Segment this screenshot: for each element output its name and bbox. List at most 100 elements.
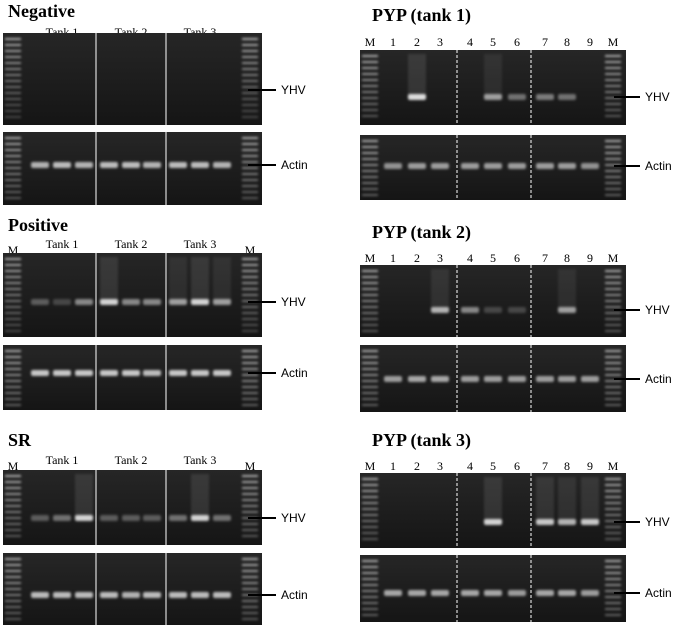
- band: [169, 370, 187, 376]
- band: [191, 515, 209, 521]
- band: [75, 299, 93, 305]
- lane-label: 7: [542, 459, 548, 473]
- band: [75, 162, 93, 168]
- ladder-rung: [242, 264, 258, 266]
- ladder-rung: [5, 475, 21, 477]
- ladder-rung: [5, 306, 21, 308]
- lane-label: 7: [542, 35, 548, 49]
- band: [558, 307, 576, 313]
- ladder-rung: [362, 514, 378, 516]
- ladder-rung: [5, 356, 21, 358]
- ladder-rung: [605, 300, 621, 302]
- band: [53, 299, 71, 305]
- band: [408, 376, 426, 382]
- ladder-rung: [242, 116, 258, 118]
- ladder-rung: [242, 392, 258, 394]
- smear: [169, 257, 187, 302]
- ladder-rung: [605, 282, 621, 284]
- band: [536, 163, 554, 169]
- ladder-rung: [5, 258, 21, 260]
- ladder-rung: [605, 478, 621, 480]
- band: [408, 590, 426, 596]
- ladder-rung: [605, 514, 621, 516]
- ladder-rung: [242, 50, 258, 52]
- ladder-rung: [605, 362, 621, 364]
- band: [191, 299, 209, 305]
- smear: [484, 54, 502, 97]
- band: [431, 163, 449, 169]
- ladder-rung: [5, 185, 21, 187]
- ladder-rung: [5, 116, 21, 118]
- ladder-rung: [242, 529, 258, 531]
- ladder-rung: [362, 164, 378, 166]
- band: [508, 163, 526, 169]
- ladder-rung: [362, 566, 378, 568]
- band: [75, 370, 93, 376]
- band: [461, 307, 479, 313]
- ladder-rung: [242, 570, 258, 572]
- band: [408, 163, 426, 169]
- ladder-rung: [5, 282, 21, 284]
- ladder-rung: [362, 73, 378, 75]
- ladder-rung: [242, 499, 258, 501]
- ladder-rung: [5, 600, 21, 602]
- ladder-rung: [605, 496, 621, 498]
- ladder-rung: [605, 194, 621, 196]
- band: [581, 590, 599, 596]
- ladder-rung: [605, 590, 621, 592]
- band: [31, 162, 49, 168]
- ladder-rung: [242, 350, 258, 352]
- ladder-rung: [605, 356, 621, 358]
- gel: Actin: [3, 553, 308, 625]
- ladder-rung: [5, 350, 21, 352]
- ladder-rung: [362, 91, 378, 93]
- smear: [100, 257, 118, 302]
- ladder-rung: [362, 584, 378, 586]
- ladder-rung: [605, 380, 621, 382]
- ladder-rung: [5, 161, 21, 163]
- gel-label: Actin: [281, 158, 308, 172]
- gel-background: [3, 33, 262, 125]
- ladder-rung: [605, 404, 621, 406]
- ladder-rung: [242, 612, 258, 614]
- ladder-rung: [242, 173, 258, 175]
- ladder-rung: [242, 197, 258, 199]
- ladder-rung: [5, 606, 21, 608]
- ladder-rung: [605, 532, 621, 534]
- gel-label: YHV: [645, 303, 670, 317]
- band: [558, 376, 576, 382]
- ladder-rung: [5, 368, 21, 370]
- ladder-rung: [362, 67, 378, 69]
- band: [213, 370, 231, 376]
- band: [53, 592, 71, 598]
- band: [213, 299, 231, 305]
- ladder-rung: [5, 155, 21, 157]
- gel-label: Actin: [281, 366, 308, 380]
- band: [431, 590, 449, 596]
- ladder-rung: [605, 520, 621, 522]
- ladder-rung: [605, 502, 621, 504]
- ladder-rung: [605, 490, 621, 492]
- gel-label: Actin: [645, 372, 672, 386]
- gel-label: Actin: [281, 588, 308, 602]
- lane-label: 8: [564, 35, 570, 49]
- lane-label: 6: [514, 35, 520, 49]
- ladder-rung: [242, 92, 258, 94]
- ladder-rung: [242, 86, 258, 88]
- band: [100, 592, 118, 598]
- group-label: Tank 2: [115, 237, 148, 251]
- ladder-rung: [5, 318, 21, 320]
- lane-label: M: [8, 243, 19, 257]
- ladder-rung: [605, 350, 621, 352]
- ladder-rung: [242, 270, 258, 272]
- ladder-rung: [5, 191, 21, 193]
- band: [100, 515, 118, 521]
- lane-label: M: [245, 459, 256, 473]
- lane-label: M: [608, 459, 619, 473]
- ladder-rung: [242, 356, 258, 358]
- ladder-rung: [362, 176, 378, 178]
- ladder-rung: [5, 300, 21, 302]
- ladder-rung: [5, 392, 21, 394]
